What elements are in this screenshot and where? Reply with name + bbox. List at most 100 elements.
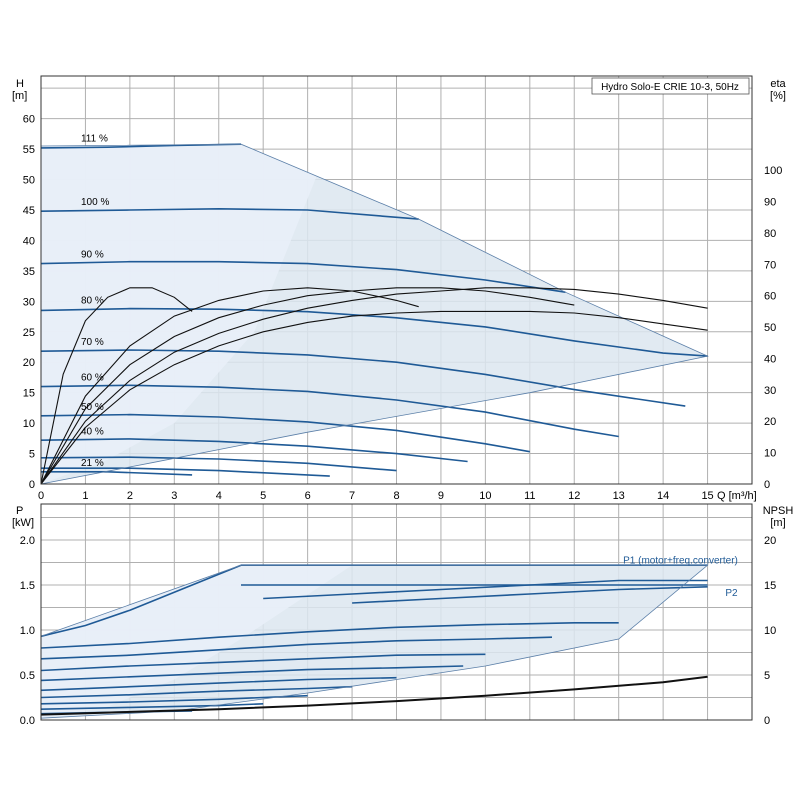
- chart-title: Hydro Solo-E CRIE 10-3, 50Hz: [601, 82, 739, 93]
- y-tick-label: 20: [23, 357, 35, 369]
- series-label: 111 %: [81, 134, 108, 145]
- x-tick-label: 2: [127, 490, 133, 502]
- y-tick-label: 35: [23, 266, 35, 278]
- series-annotation: P1 (motor+freq.converter): [623, 555, 738, 566]
- y-axis-label: H: [16, 78, 24, 90]
- series-label: 60 %: [81, 372, 104, 383]
- series-line: [352, 586, 708, 604]
- envelope-outline: [40, 143, 709, 485]
- y-tick-label: 0.5: [20, 670, 35, 682]
- series-line: [40, 307, 708, 357]
- x-axis-label: Q [m³/h]: [717, 490, 757, 502]
- y2-tick-label: 10: [764, 625, 776, 637]
- y2-tick-label: 15: [764, 580, 776, 592]
- x-tick-label: 11: [524, 490, 535, 502]
- x-tick-label: 8: [393, 490, 399, 502]
- y-tick-label: 15: [23, 388, 35, 400]
- series-line: [40, 676, 397, 692]
- y2-tick-label: 5: [764, 670, 770, 682]
- y2-tick-label: 0: [764, 715, 770, 727]
- series-label: 40 %: [81, 427, 104, 438]
- efficiency-curve: [40, 287, 193, 485]
- series-line: [40, 207, 419, 220]
- y2-axis-label: eta: [770, 78, 786, 90]
- head-efficiency-panel: 0510152025303540455055600102030405060708…: [12, 75, 787, 502]
- efficiency-curve: [40, 287, 575, 485]
- x-tick-label: 6: [305, 490, 311, 502]
- y-tick-label: 45: [23, 205, 35, 217]
- efficiency-curve: [40, 310, 708, 485]
- x-tick-label: 5: [260, 490, 266, 502]
- series-label: 80 %: [81, 296, 104, 307]
- y2-tick-label: 90: [764, 197, 776, 209]
- y2-tick-label: 0: [764, 479, 770, 491]
- series-line: [40, 384, 619, 438]
- plot-frame: [40, 503, 753, 721]
- y-tick-label: 60: [23, 114, 35, 126]
- y2-tick-label: 20: [764, 535, 776, 547]
- y-tick-label: 0: [29, 479, 35, 491]
- x-tick-label: 0: [38, 490, 44, 502]
- y2-tick-label: 60: [764, 291, 776, 303]
- series-label: 50 %: [81, 402, 104, 413]
- envelope-outline: [40, 564, 709, 719]
- x-tick-label: 7: [349, 490, 355, 502]
- y-tick-label: 1.5: [20, 580, 35, 592]
- y2-tick-label: 80: [764, 228, 776, 240]
- x-tick-label: 12: [568, 490, 580, 502]
- y-tick-label: 5: [29, 449, 35, 461]
- x-tick-label: 4: [216, 490, 222, 502]
- y2-tick-label: 100: [764, 165, 782, 177]
- x-tick-label: 13: [613, 490, 625, 502]
- series-line: [40, 685, 353, 699]
- y2-axis-label: [m]: [770, 517, 785, 529]
- y2-axis-label: NPSH: [763, 505, 794, 517]
- series-line: [40, 636, 553, 660]
- x-tick-label: 9: [438, 490, 444, 502]
- y-tick-label: 25: [23, 327, 35, 339]
- series-line: [41, 471, 193, 476]
- y2-tick-label: 30: [764, 385, 776, 397]
- npsh-curve: [40, 675, 708, 716]
- y-tick-label: 1.0: [20, 625, 35, 637]
- x-tick-label: 15: [701, 490, 713, 502]
- series-annotation: P2: [725, 588, 738, 599]
- y2-tick-label: 50: [764, 322, 776, 334]
- series-line: [40, 413, 530, 453]
- series-label: 100 %: [81, 197, 109, 208]
- x-tick-label: 3: [171, 490, 177, 502]
- power-npsh-panel: 0.0 0.5 1.0 1.5 2.0 0 5 10 15 20 P[kW] NPSH[m] P1 (m…: [12, 503, 794, 727]
- series-line: [40, 456, 397, 472]
- title-box: [591, 77, 750, 95]
- y-axis-label: P: [16, 505, 23, 517]
- x-tick-label: 14: [657, 490, 669, 502]
- y-tick-label: 30: [23, 296, 35, 308]
- series-line: [40, 653, 486, 672]
- series-line: [40, 349, 686, 407]
- x-tick-label: 10: [479, 490, 491, 502]
- series-label: 21 %: [81, 458, 104, 469]
- y-tick-label: 10: [23, 418, 35, 430]
- series-line: [40, 622, 619, 649]
- series-line: [41, 467, 330, 477]
- envelope-light-region: [41, 565, 353, 719]
- series-line: [40, 564, 242, 638]
- y-axis-label: [m]: [12, 90, 27, 102]
- y2-tick-label: 70: [764, 259, 776, 271]
- y-tick-label: 50: [23, 175, 35, 187]
- y-tick-label: 0.0: [20, 715, 35, 727]
- y2-tick-label: 20: [764, 416, 776, 428]
- series-line: [40, 665, 464, 682]
- y2-tick-label: 40: [764, 353, 776, 365]
- series-line: [40, 438, 468, 463]
- series-line: [263, 579, 708, 600]
- series-line: [40, 694, 308, 705]
- plot-frame: [40, 75, 753, 485]
- y2-axis-label: [%]: [770, 90, 786, 102]
- y-tick-label: 40: [23, 235, 35, 247]
- y-tick-label: 55: [23, 144, 35, 156]
- series-line: [40, 260, 566, 293]
- series-label: 70 %: [81, 337, 104, 348]
- efficiency-curve: [40, 287, 708, 485]
- series-label: 90 %: [81, 249, 104, 260]
